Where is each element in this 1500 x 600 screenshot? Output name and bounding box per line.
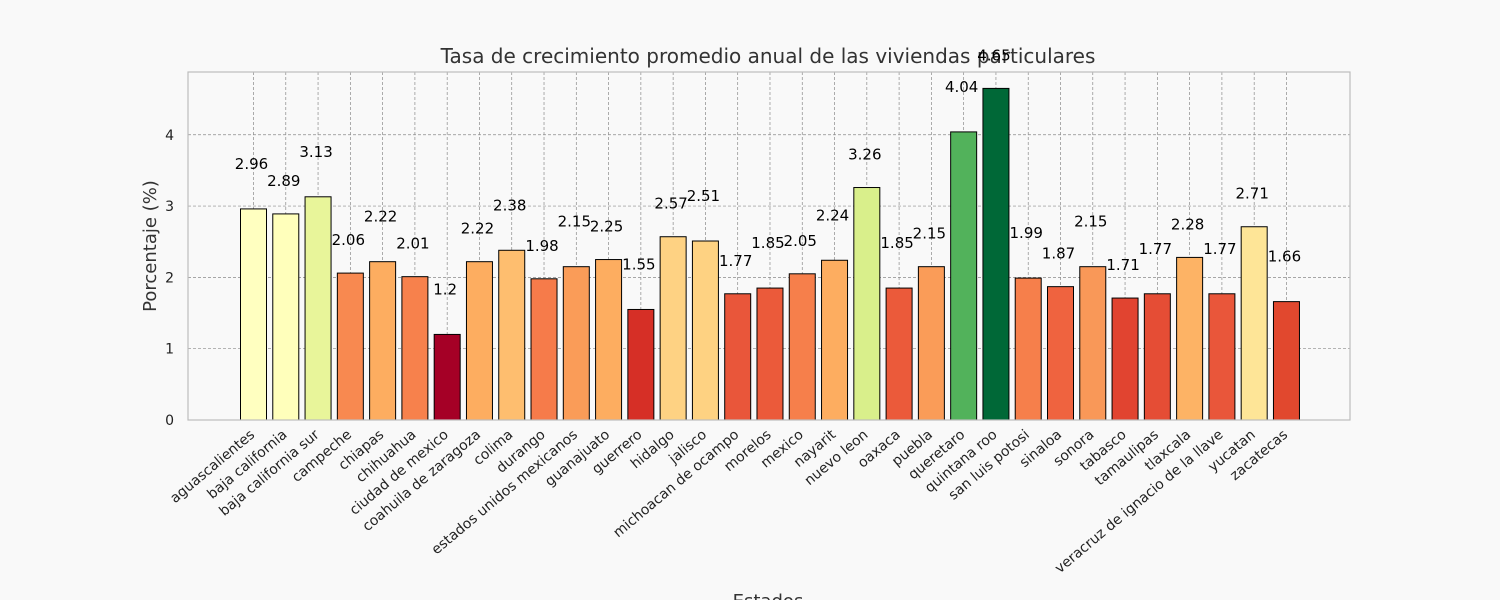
bar: [691, 240, 719, 421]
x-axis-label: Estados: [733, 591, 804, 600]
data-label: 1.66: [1268, 248, 1301, 266]
bar: [1272, 301, 1300, 421]
chart-title: Tasa de crecimiento promedio anual de la…: [440, 44, 1096, 68]
data-label: 2.38: [493, 196, 526, 214]
data-label: 4.04: [945, 78, 978, 96]
y-tick-label: 0: [165, 413, 174, 429]
data-label: 2.96: [235, 155, 268, 173]
bar: [595, 259, 623, 421]
data-label: 3.26: [848, 146, 881, 164]
data-label: 2.28: [1171, 215, 1204, 233]
bar: [724, 293, 752, 421]
bar: [885, 287, 913, 421]
data-label: 1.77: [1139, 240, 1172, 258]
bar: [433, 333, 461, 421]
bar: [1208, 293, 1236, 421]
data-label: 2.22: [364, 208, 397, 226]
bar: [1047, 286, 1074, 421]
y-tick-label: 3: [165, 199, 174, 215]
y-axis-label: Porcentaje (%): [140, 180, 161, 312]
bar: [369, 261, 397, 421]
data-label: 1.85: [751, 234, 784, 252]
data-label: 1.77: [1203, 240, 1236, 258]
data-label: 1.77: [719, 252, 752, 270]
bar: [1111, 297, 1139, 421]
bar: [304, 196, 332, 421]
bar: [240, 208, 267, 421]
bar: [982, 87, 1010, 421]
data-label: 2.06: [332, 231, 365, 249]
bar: [336, 272, 364, 421]
data-label: 2.15: [913, 225, 946, 243]
bar: [272, 213, 300, 421]
data-label: 1.2: [433, 280, 457, 298]
data-label: 1.85: [880, 234, 913, 252]
bar: [498, 249, 526, 421]
data-label: 2.71: [1235, 185, 1268, 203]
data-label: 1.55: [622, 255, 655, 273]
data-label: 1.98: [525, 237, 558, 255]
y-tick-labels: 0 1 2 3 4: [165, 128, 174, 429]
data-label: 2.51: [687, 187, 720, 205]
data-label: 3.13: [299, 143, 332, 161]
y-tick-label: 4: [165, 128, 174, 144]
data-label: 4.65: [977, 46, 1010, 64]
bar: [950, 131, 978, 421]
y-tick-label: 1: [165, 342, 174, 358]
bar: [530, 278, 558, 421]
bars: [240, 87, 1300, 421]
bar: [1079, 266, 1107, 421]
bar: [1143, 293, 1171, 421]
data-label: 1.71: [1106, 256, 1139, 274]
data-label: 2.15: [558, 213, 591, 231]
bar: [1014, 277, 1042, 421]
bar: [401, 276, 429, 421]
data-labels: 2.962.893.132.062.222.011.22.222.381.982…: [235, 46, 1301, 298]
plot-frame: [187, 71, 1351, 421]
data-label: 2.22: [461, 220, 494, 238]
y-tick-label: 2: [165, 270, 174, 286]
bar: [562, 266, 590, 421]
data-label: 2.24: [816, 206, 849, 224]
data-label: 2.89: [267, 172, 300, 190]
bar: [788, 273, 816, 421]
data-label: 1.99: [1010, 224, 1043, 242]
data-label: 2.01: [396, 235, 429, 253]
bar: [627, 308, 655, 421]
data-label: 2.15: [1074, 213, 1107, 231]
bar: [917, 266, 945, 421]
bar: [821, 259, 849, 421]
bar: [465, 261, 493, 421]
bar: [1176, 256, 1204, 421]
bar: [853, 187, 881, 421]
data-label: 1.87: [1042, 245, 1075, 263]
bar: [756, 287, 784, 421]
bar: [1240, 226, 1268, 421]
data-label: 2.57: [654, 195, 687, 213]
data-label: 2.05: [784, 232, 817, 250]
data-label: 2.25: [590, 218, 623, 236]
bar: [659, 236, 687, 421]
